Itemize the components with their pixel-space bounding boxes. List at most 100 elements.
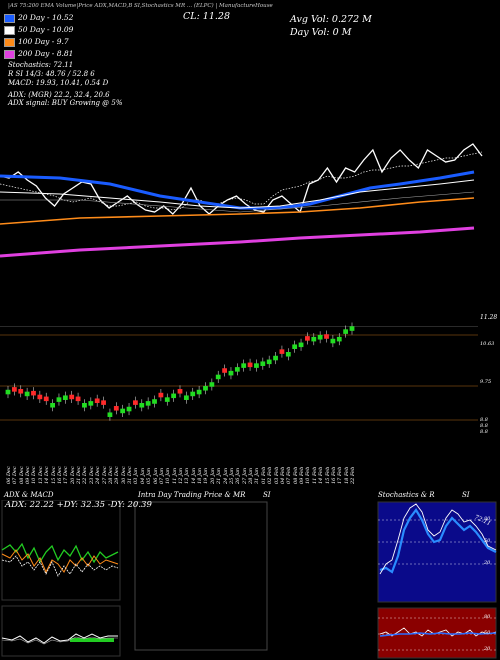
candle-body (184, 395, 189, 400)
date-tick-label: 18 Feb (344, 467, 350, 484)
candle-body (139, 403, 144, 408)
date-tick-label: 16 Feb (331, 467, 337, 484)
date-tick-label: 22 Dec (82, 466, 88, 484)
intraday-panel (135, 502, 267, 650)
date-tick-label: 20 Dec (70, 466, 76, 484)
candle-body (299, 343, 304, 348)
candle-body (18, 389, 23, 394)
price-label: 8.8 (480, 429, 488, 435)
candle-body (101, 400, 106, 405)
date-tick-label: 10 Feb (305, 467, 311, 484)
date-tick-label: 31 Jan (254, 468, 260, 484)
date-tick-label: 24 Dec (95, 466, 101, 484)
date-tick-label: 04 Jan (140, 468, 146, 484)
date-tick-label: 03 Jan (133, 468, 139, 484)
date-tick-label: 13 Jan (184, 468, 190, 484)
date-tick-label: 13 Dec (38, 466, 44, 484)
candle-body (337, 337, 342, 342)
stoch-level-80: 80 (484, 516, 490, 522)
date-tick-label: 21 Jan (216, 468, 222, 484)
date-tick-label: 08 Dec (19, 466, 25, 484)
stoch-level-20: 20 (484, 560, 490, 566)
candle-body (63, 395, 68, 400)
date-tick-label: 22 Feb (350, 467, 356, 484)
ma-20-line (0, 172, 474, 208)
adx-panel (2, 500, 120, 600)
date-tick-label: 14 Jan (191, 468, 197, 484)
intra-panel-title: Intra Day Trading Price & MR (138, 491, 245, 499)
candle-body (108, 412, 113, 417)
candle-body (178, 389, 183, 394)
main-chart (0, 0, 500, 500)
candle-body (280, 349, 285, 354)
candle-body (254, 363, 259, 368)
candle-body (273, 356, 278, 361)
adx-panel-readout: ADX: 22.22 +DY: 32.35 -DY: 20.39 (5, 500, 152, 510)
price-label: 11.28 (480, 314, 497, 321)
candle-body (343, 329, 348, 334)
price-label: 9.75 (480, 379, 491, 385)
price-grid (0, 326, 478, 420)
adx-panel-title: ADX & MACD (4, 491, 54, 499)
date-tick-label: 30 Dec (121, 466, 127, 484)
rsi-level-50: 50 (484, 630, 490, 636)
date-tick-label: 07 Jan (159, 468, 165, 484)
candle-body (82, 403, 87, 408)
price-label: 10.63 (480, 341, 494, 347)
date-tick-label: 23 Dec (89, 466, 95, 484)
date-tick-label: 10 Jan (165, 468, 171, 484)
candle-body (222, 368, 227, 373)
date-tick-label: 27 Dec (102, 466, 108, 484)
candle-body (57, 397, 62, 402)
candle-body (171, 394, 176, 399)
date-tick-label: 24 Jan (223, 468, 229, 484)
candle-body (146, 401, 151, 406)
candle-body (44, 397, 49, 402)
candle-body (165, 397, 170, 402)
date-tick-label: 07 Feb (286, 467, 292, 484)
date-tick-label: 15 Dec (51, 466, 57, 484)
date-tick-label: 06 Jan (153, 468, 159, 484)
date-tick-label: 02 Feb (267, 467, 273, 484)
candle-body (37, 395, 42, 400)
candle-body (127, 407, 132, 412)
candle-body (241, 363, 246, 368)
candle-body (190, 392, 195, 397)
date-tick-label: 03 Feb (274, 467, 280, 484)
candle-body (50, 403, 55, 408)
date-tick-label: 14 Dec (44, 466, 50, 484)
candle-body (216, 375, 221, 380)
date-tick-label: 08 Feb (293, 467, 299, 484)
moving-average-lines (0, 144, 482, 256)
date-axis: 06 Dec 07 Dec 08 Dec 09 Dec 10 Dec 13 Dec 14 D… (0, 440, 500, 490)
candle-body (152, 399, 157, 404)
date-tick-label: 29 Dec (114, 466, 120, 484)
candle-body (114, 406, 119, 411)
candle-body (292, 344, 297, 349)
rsi-level-20: 20 (484, 646, 490, 652)
candle-body (267, 360, 272, 365)
date-tick-label: 27 Jan (242, 468, 248, 484)
candle-body (197, 390, 202, 395)
rsi-level-80: 80 (484, 614, 490, 620)
candle-body (318, 335, 323, 340)
candle-body (350, 326, 355, 331)
candle-body (248, 363, 253, 368)
date-tick-label: 11 Feb (312, 467, 318, 484)
date-tick-label: 26 Jan (235, 468, 241, 484)
candle-body (95, 398, 100, 403)
candle-body (158, 393, 163, 398)
candle-body (286, 352, 291, 357)
date-tick-label: 17 Dec (63, 466, 69, 484)
stoch-level-50: 50 (484, 538, 490, 544)
date-tick-label: 14 Feb (318, 467, 324, 484)
date-tick-label: 10 Dec (31, 466, 37, 484)
candle-body (6, 390, 11, 395)
candle-body (235, 367, 240, 372)
date-tick-label: 19 Jan (203, 468, 209, 484)
date-tick-label: 17 Feb (337, 467, 343, 484)
date-tick-label: 20 Jan (210, 468, 216, 484)
candle-body (324, 334, 329, 339)
candle-body (260, 361, 265, 366)
intra-panel-suffix: SI (263, 491, 271, 499)
